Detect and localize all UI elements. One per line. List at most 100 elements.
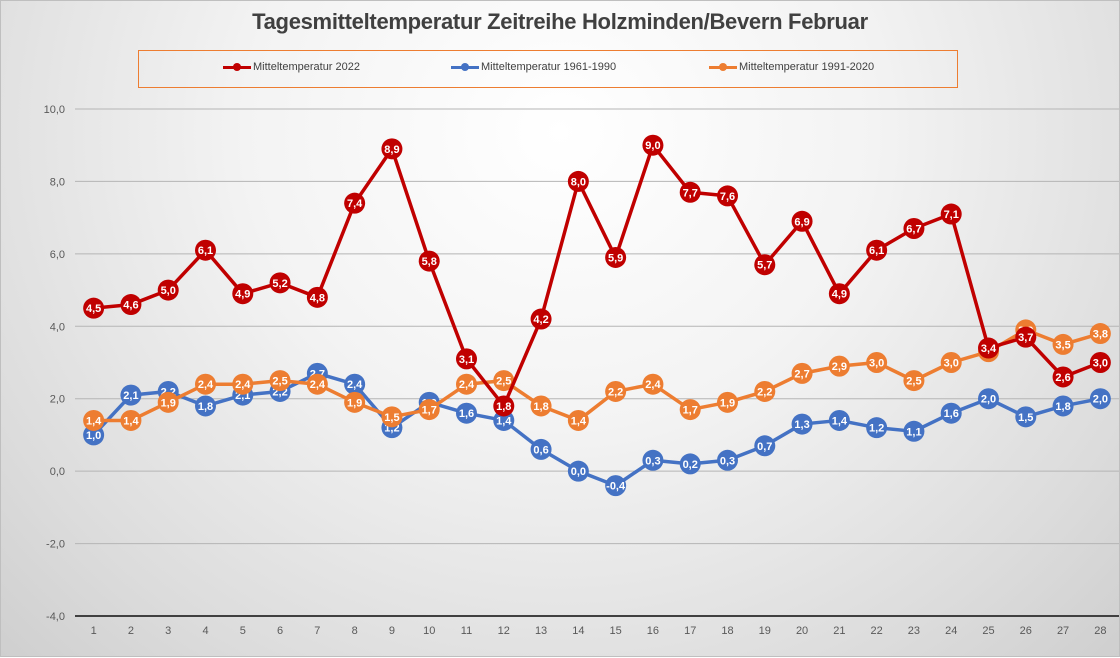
data-point-1961-1990 xyxy=(195,395,216,417)
x-tick-label: 1 xyxy=(91,625,97,637)
data-point-1991-2020 xyxy=(344,391,366,413)
legend-marker-2022 xyxy=(223,61,251,73)
data-label-1961-1990: 1,0 xyxy=(86,430,101,442)
data-label-2022: 4,9 xyxy=(235,289,250,301)
data-label-1991-2020: 1,9 xyxy=(347,397,362,409)
y-tick-label: 0,0 xyxy=(50,466,65,478)
data-label-2022: 7,1 xyxy=(944,209,959,221)
data-point-2022 xyxy=(679,181,701,203)
y-tick-label: -4,0 xyxy=(46,611,65,623)
data-point-1961-1990 xyxy=(940,402,962,424)
x-tick-label: 12 xyxy=(498,625,510,637)
data-label-1991-2020: 2,9 xyxy=(832,361,847,373)
data-label-2022: 6,7 xyxy=(906,224,921,236)
data-label-2022: 4,2 xyxy=(533,314,548,326)
data-label-1991-2020: 2,4 xyxy=(235,379,251,391)
data-point-2022 xyxy=(269,272,291,294)
data-point-2022 xyxy=(195,239,216,261)
data-label-1991-2020: 1,8 xyxy=(533,401,548,413)
data-point-1991-2020 xyxy=(83,409,105,431)
data-point-2022 xyxy=(456,348,477,370)
x-tick-label: 15 xyxy=(610,625,622,637)
data-point-1961-1990 xyxy=(493,409,515,431)
data-label-2022: 9,0 xyxy=(645,140,660,152)
data-label-1991-2020: 1,7 xyxy=(422,405,437,417)
data-label-2022: 5,7 xyxy=(757,260,772,272)
data-point-1991-2020 xyxy=(530,395,552,417)
data-point-1961-1990 xyxy=(120,384,142,406)
data-point-2022 xyxy=(344,192,366,214)
data-point-2022 xyxy=(903,218,925,240)
data-point-1961-1990 xyxy=(978,388,999,410)
data-label-1961-1990: -0,4 xyxy=(606,481,626,493)
x-tick-label: 18 xyxy=(721,625,733,637)
data-label-1961-1990: 1,4 xyxy=(832,415,848,427)
legend-label-1991-2020: Mitteltemperatur 1991-2020 xyxy=(739,61,875,73)
series-line-1991-2020 xyxy=(93,328,1101,423)
legend-label-2022: Mitteltemperatur 2022 xyxy=(253,61,360,73)
data-point-1961-1990 xyxy=(903,420,925,442)
data-label-1991-2020: 3,0 xyxy=(944,358,959,370)
data-point-1961-1990 xyxy=(866,417,888,439)
data-label-1961-1990: 0,0 xyxy=(571,466,586,478)
data-point-2022 xyxy=(120,294,142,316)
x-tick-label: 7 xyxy=(314,625,320,637)
x-tick-label: 28 xyxy=(1094,625,1106,637)
data-point-2022 xyxy=(530,308,552,330)
data-point-2022 xyxy=(828,283,850,305)
data-point-2022 xyxy=(717,185,738,207)
data-label-1991-2020: 1,9 xyxy=(720,397,735,409)
data-label-1961-1990: 2,0 xyxy=(981,394,996,406)
legend-item-1991-2020: Mitteltemperatur 1991-2020 xyxy=(709,61,874,73)
data-point-1961-1990 xyxy=(530,438,552,460)
data-label-1991-2020: 2,4 xyxy=(198,379,214,391)
y-tick-label: 2,0 xyxy=(50,394,65,406)
data-point-1961-1990 xyxy=(83,424,105,446)
data-point-2022 xyxy=(157,279,179,301)
data-point-2022 xyxy=(83,297,105,319)
data-point-2022 xyxy=(605,246,627,268)
data-point-2022 xyxy=(493,395,515,417)
data-point-1991-2020 xyxy=(418,399,440,421)
data-point-1991-2020 xyxy=(381,406,403,428)
data-point-1991-2020 xyxy=(567,409,589,431)
data-label-1991-2020: 2,5 xyxy=(496,376,511,388)
data-point-1991-2020 xyxy=(940,352,962,373)
x-tick-label: 16 xyxy=(647,625,659,637)
data-point-1991-2020 xyxy=(717,391,738,413)
data-label-2022: 3,0 xyxy=(1093,358,1108,370)
data-point-2022 xyxy=(1052,366,1074,388)
data-point-2022 xyxy=(866,239,888,261)
data-label-2022: 1,8 xyxy=(496,401,511,413)
data-label-1961-1990: 1,6 xyxy=(459,408,474,420)
data-label-2022: 7,6 xyxy=(720,191,735,203)
data-point-1961-1990 xyxy=(1052,395,1074,417)
data-label-2022: 3,4 xyxy=(981,343,997,355)
data-point-1991-2020 xyxy=(493,370,515,392)
data-label-1961-1990: 0,6 xyxy=(533,444,548,456)
data-label-1961-1990: 1,3 xyxy=(794,419,809,431)
data-label-1961-1990: 1,5 xyxy=(1018,412,1033,424)
data-point-2022 xyxy=(1015,326,1037,348)
data-point-1961-1990 xyxy=(344,373,366,395)
data-point-1961-1990 xyxy=(1015,406,1037,428)
x-tick-label: 19 xyxy=(759,625,771,637)
data-point-1961-1990 xyxy=(567,460,589,482)
data-label-1961-1990: 1,4 xyxy=(496,415,512,427)
data-label-1991-2020: 1,5 xyxy=(384,412,399,424)
x-tick-label: 9 xyxy=(389,625,395,637)
data-point-1991-2020 xyxy=(828,355,850,377)
data-point-1991-2020 xyxy=(866,352,888,373)
data-point-2022 xyxy=(567,170,589,192)
y-tick-label: 10,0 xyxy=(44,104,65,116)
data-label-1991-2020: 2,2 xyxy=(757,386,772,398)
data-label-1991-2020: 1,4 xyxy=(571,415,587,427)
x-tick-label: 23 xyxy=(908,625,920,637)
data-label-2022: 4,8 xyxy=(310,292,325,304)
data-point-2022 xyxy=(940,203,962,225)
x-tick-label: 11 xyxy=(461,625,472,637)
data-point-1961-1990 xyxy=(791,413,813,435)
legend-label-1961-1990: Mitteltemperatur 1961-1990 xyxy=(481,61,617,73)
data-point-2022 xyxy=(978,337,999,359)
